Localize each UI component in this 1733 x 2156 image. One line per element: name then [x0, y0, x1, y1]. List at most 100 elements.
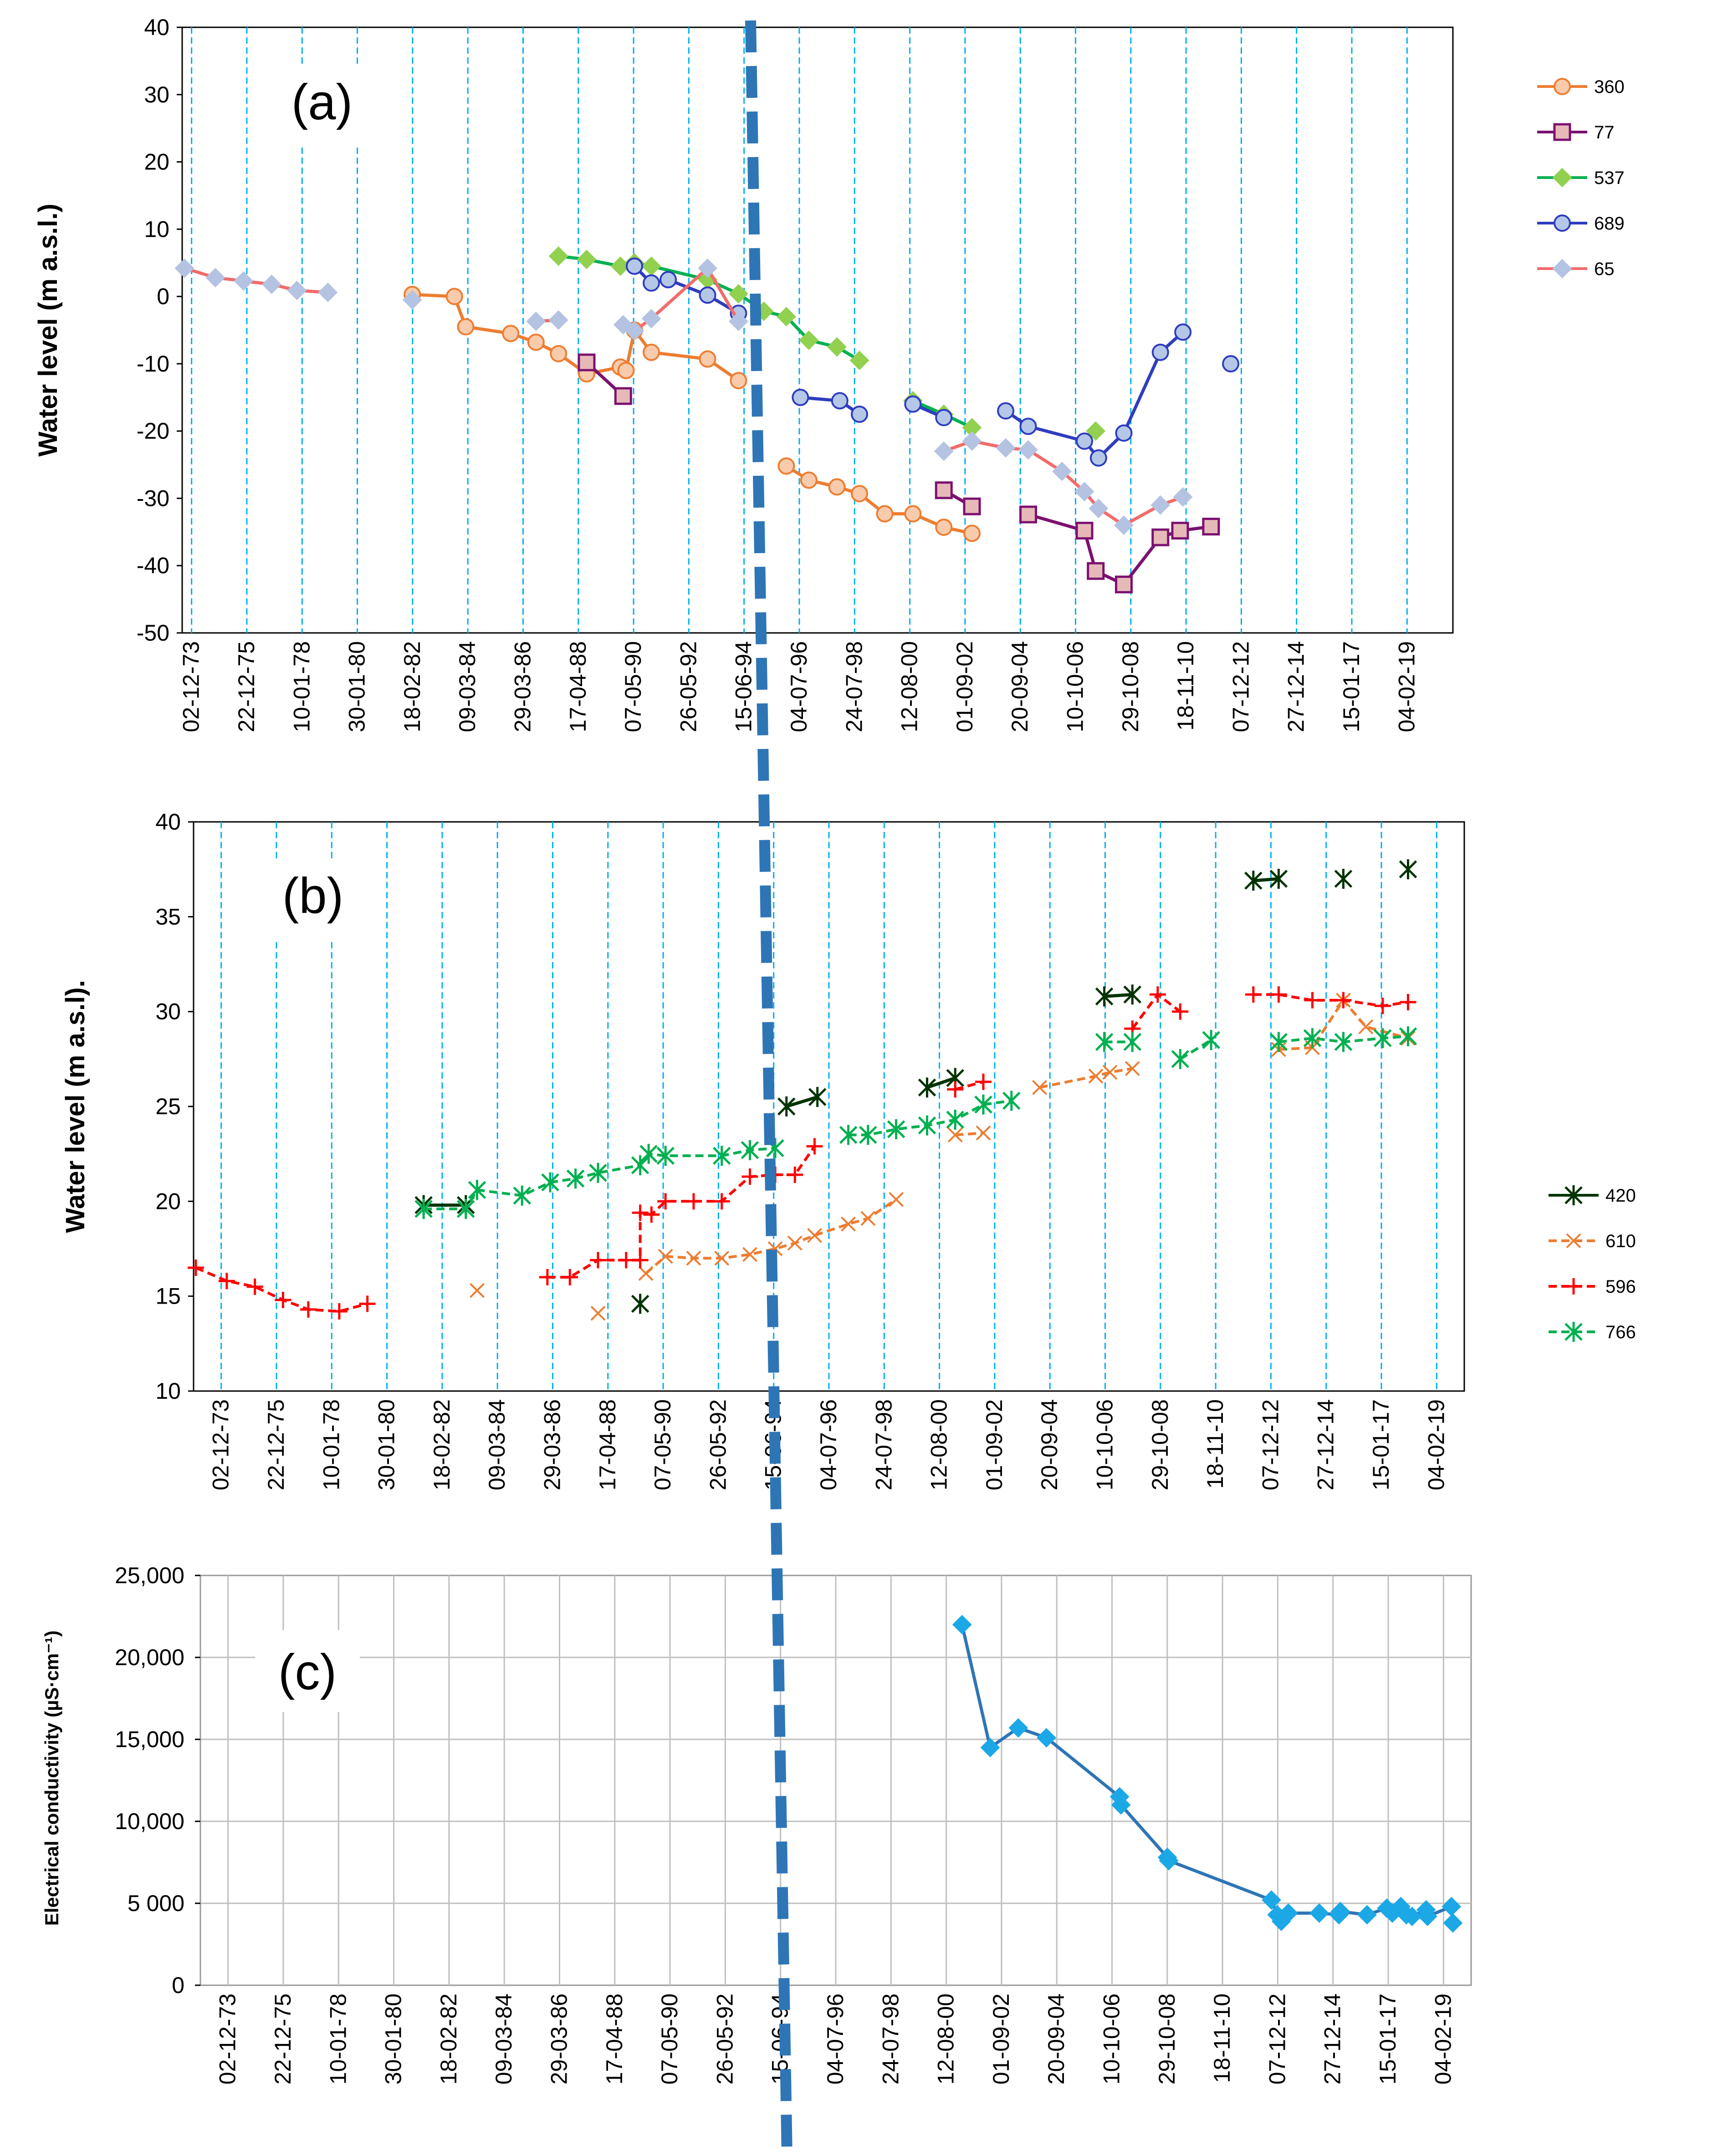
data-point [974, 1094, 992, 1115]
series-line [786, 1095, 818, 1108]
x-tick-label: 12-08-00 [926, 1399, 952, 1490]
data-point [618, 1252, 634, 1269]
x-tick-label: 20-09-04 [1007, 641, 1033, 732]
x-tick-label: 22-12-75 [234, 641, 259, 732]
legend-item: 689 [1537, 214, 1625, 234]
x-tick-label: 18-02-82 [429, 1399, 455, 1490]
legend-label: 610 [1605, 1231, 1636, 1251]
data-point [800, 471, 818, 489]
data-point [859, 1125, 877, 1145]
series-a [174, 246, 1240, 594]
data-point [1151, 528, 1170, 546]
data-point [590, 1252, 607, 1269]
x-tick-label: 07-05-90 [620, 641, 646, 732]
x-tick-label: 29-03-86 [539, 1399, 565, 1490]
data-point [1019, 418, 1037, 435]
data-point [457, 318, 475, 336]
data-point [541, 1172, 559, 1193]
data-point [1443, 1913, 1463, 1933]
data-point [1173, 487, 1193, 507]
y-tick-label: 5 000 [128, 1891, 184, 1916]
data-point [1032, 1080, 1047, 1095]
x-tick-label: 20-09-04 [1037, 1399, 1062, 1490]
x-tick-label: 02-12-73 [215, 1993, 240, 2085]
x-ticks-c: 02-12-73 22-12-75 10-01-78 30-01-80 18-02-82… [215, 1993, 1456, 2085]
data-point [643, 1206, 660, 1223]
data-point [730, 372, 747, 389]
y-tick-label: 20,000 [115, 1645, 184, 1670]
panel-label-bg-b [261, 858, 365, 940]
x-tick-label: 04-07-96 [786, 641, 812, 732]
data-point [1171, 521, 1189, 540]
data-point [712, 1146, 731, 1166]
data-point [526, 311, 546, 331]
data-point [548, 310, 568, 330]
data-point [513, 1185, 532, 1206]
data-point [976, 1125, 991, 1141]
data-point [1125, 1061, 1140, 1076]
data-point [1565, 1278, 1582, 1295]
y-ticks-b: 40 35 30 25 20 15 10 [155, 809, 194, 1404]
x-tick-label: 29-03-86 [546, 1993, 572, 2085]
data-point [1018, 440, 1038, 460]
series-line [926, 1076, 956, 1089]
data-point [1114, 515, 1134, 535]
data-point [1554, 214, 1571, 232]
data-point [799, 330, 819, 350]
data-point [246, 1278, 263, 1295]
data-point [1399, 1026, 1417, 1046]
data-point [1172, 1003, 1189, 1020]
y-tick-label: 25 [155, 1094, 181, 1119]
legend-label: 77 [1594, 122, 1615, 143]
data-point [1564, 1322, 1583, 1342]
series-line [1179, 1039, 1212, 1060]
y-tick-label: 10,000 [115, 1809, 184, 1834]
data-point [1171, 1049, 1190, 1069]
legend-b: 420 610 596 766 [1549, 1185, 1636, 1342]
series-766 [414, 1026, 1417, 1219]
x-tick-label: 15-01-17 [1368, 1399, 1394, 1490]
panel-label-b: (b) [282, 868, 343, 924]
series-line [955, 1080, 984, 1091]
data-point [860, 1211, 876, 1226]
data-point [1417, 1906, 1437, 1927]
data-point [698, 258, 717, 278]
data-point [1269, 1032, 1288, 1052]
data-point [851, 405, 869, 423]
data-point [1304, 992, 1321, 1009]
data-point [1149, 986, 1166, 1003]
data-point [1123, 1032, 1142, 1052]
data-point [1309, 1903, 1329, 1923]
x-tick-label: 22-12-75 [263, 1399, 289, 1490]
data-point [935, 409, 953, 427]
data-point [643, 343, 660, 361]
data-point [1151, 343, 1169, 361]
series-596 [187, 986, 1416, 1320]
series-689 [625, 257, 1240, 467]
y-tick-label: 15,000 [115, 1727, 184, 1752]
data-point [631, 1155, 649, 1176]
data-point [808, 1087, 827, 1107]
data-point [300, 1301, 317, 1318]
data-point [827, 337, 847, 357]
data-point [1111, 1795, 1131, 1815]
data-point [777, 307, 796, 326]
data-point [714, 1250, 730, 1266]
x-tick-label: 01-09-02 [988, 1993, 1014, 2085]
data-point [787, 1167, 803, 1183]
data-point [1245, 986, 1262, 1003]
x-tick-label: 29-10-08 [1118, 641, 1143, 732]
data-point [742, 1247, 757, 1262]
x-tick-label: 10-10-06 [1092, 1399, 1118, 1490]
y-tick-label: 20 [155, 1188, 181, 1214]
data-point [975, 1073, 992, 1090]
grid-b [220, 822, 1437, 1391]
x-tick-label: 27-12-14 [1320, 1993, 1345, 2085]
data-point [1278, 1903, 1298, 1923]
data-point [1037, 1728, 1056, 1748]
legend-label: 689 [1594, 214, 1625, 234]
data-point [287, 280, 307, 301]
data-point [590, 1305, 606, 1321]
data-point [1102, 1065, 1118, 1080]
x-tick-label: 18-11-10 [1173, 641, 1198, 730]
